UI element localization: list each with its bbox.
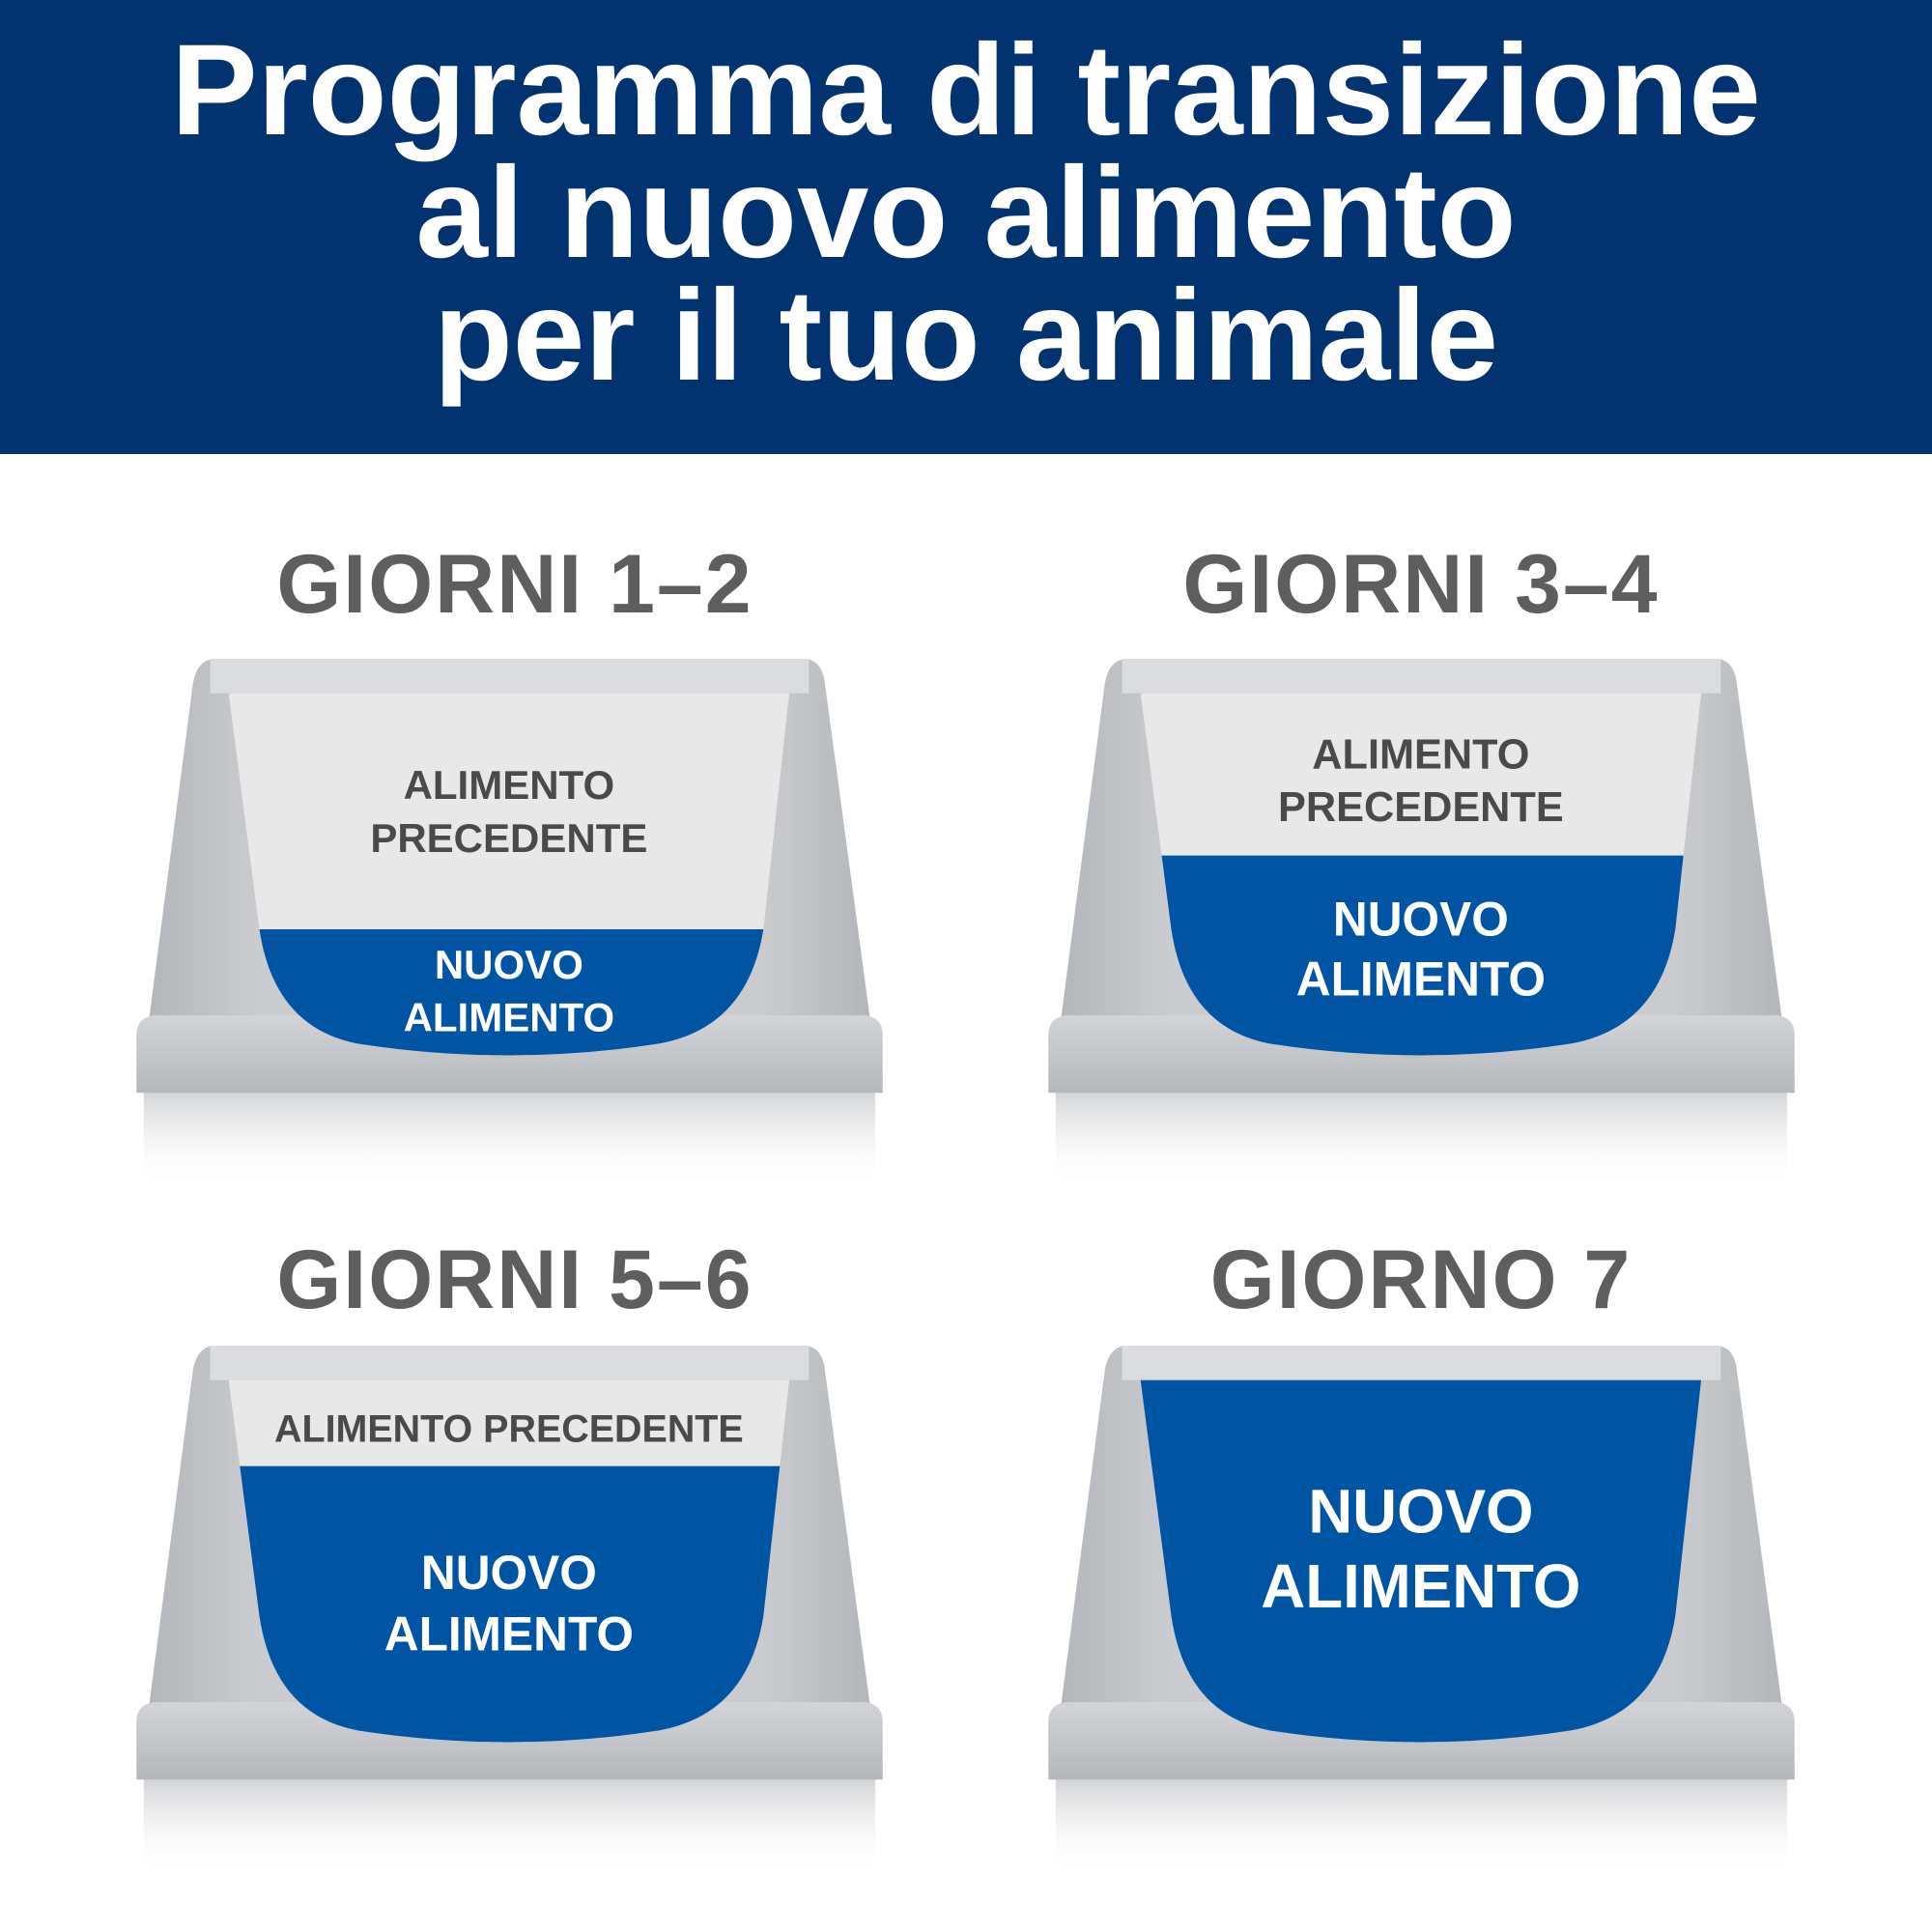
stage-heading-2: GIORNI 3–4 xyxy=(1182,538,1660,631)
new-food-label: ALIMENTO xyxy=(404,995,615,1040)
new-food-label: NUOVO xyxy=(421,1546,597,1600)
new-food-label: ALIMENTO xyxy=(384,1607,634,1662)
new-food xyxy=(1140,855,1702,1056)
stage-heading-1: GIORNI 1–2 xyxy=(276,538,753,631)
title-line-2: al nuovo alimento xyxy=(415,141,1517,285)
bowl-shadow xyxy=(143,1778,876,1877)
bowl-stage-1: ALIMENTO PRECEDENTE NUOVO ALIMENTO xyxy=(135,659,884,1200)
new-food xyxy=(1140,1379,1702,1743)
new-food-label: NUOVO xyxy=(1333,892,1509,946)
new-food-label: NUOVO xyxy=(435,942,583,987)
stage-heading-4: GIORNO 7 xyxy=(1209,1234,1633,1326)
old-food-label: ALIMENTO PRECEDENTE xyxy=(274,1407,744,1450)
bowl-shadow xyxy=(1055,1778,1788,1877)
new-food-label: NUOVO xyxy=(1308,1477,1533,1546)
header-banner: Programma di transizione al nuovo alimen… xyxy=(0,0,1932,454)
page-title: Programma di transizione al nuovo alimen… xyxy=(0,18,1932,408)
title-line-3: per il tuo animale xyxy=(433,264,1499,408)
new-food xyxy=(228,1465,790,1743)
new-food-label: ALIMENTO xyxy=(1296,952,1546,1007)
bowl-shadow xyxy=(1055,1092,1788,1190)
new-food-label: ALIMENTO xyxy=(1261,1552,1580,1621)
bowl-shadow xyxy=(143,1092,876,1190)
old-food-label: ALIMENTO xyxy=(404,762,615,808)
old-food-label: ALIMENTO xyxy=(1312,731,1529,778)
bowl-stage-4: NUOVO ALIMENTO xyxy=(1047,1346,1796,1887)
title-line-1: Programma di transizione xyxy=(171,18,1761,162)
stage-heading-3: GIORNI 5–6 xyxy=(276,1234,753,1326)
bowl-stage-2: ALIMENTO PRECEDENTE NUOVO ALIMENTO xyxy=(1047,659,1796,1200)
old-food-label: PRECEDENTE xyxy=(1278,784,1564,831)
bowl-stage-3: ALIMENTO PRECEDENTE NUOVO ALIMENTO xyxy=(135,1346,884,1887)
old-food-label: PRECEDENTE xyxy=(370,815,647,861)
